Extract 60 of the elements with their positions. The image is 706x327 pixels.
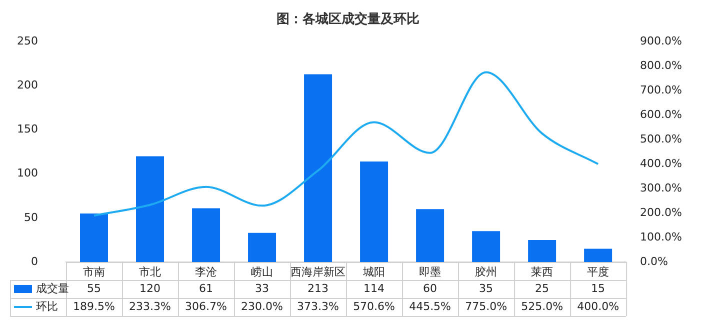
data-label: 189.5% — [73, 300, 115, 313]
y-tick-label: 250 — [17, 34, 38, 48]
data-label: 114 — [364, 282, 385, 295]
data-label: 445.5% — [409, 300, 452, 313]
x-tick-label: 崂山 — [251, 265, 274, 278]
line-series — [93, 71, 600, 217]
x-tick-label: 李沧 — [195, 265, 218, 278]
y-tick-label: 100 — [17, 166, 38, 180]
bar — [472, 231, 500, 262]
bar — [528, 240, 556, 262]
data-label: 306.7% — [185, 300, 227, 313]
chart-title: 图：各城区成交量及环比 — [276, 11, 420, 28]
y-tick-label: 50 — [24, 210, 38, 224]
data-label: 15 — [591, 282, 606, 295]
y2-tick-label: 900.0% — [640, 34, 682, 48]
y2-tick-label: 600.0% — [640, 108, 682, 121]
data-label: 35 — [479, 282, 494, 295]
y2-tick-label: 100.0% — [640, 230, 682, 244]
x-tick-label: 即墨 — [419, 265, 442, 278]
y2-tick-label: 700.0% — [640, 83, 682, 96]
y-tick-label: 200 — [17, 78, 38, 92]
y-tick-label: 0 — [31, 254, 38, 268]
x-tick-label: 城阳 — [362, 265, 386, 278]
y2-tick-label: 0.0% — [640, 254, 668, 268]
x-tick-label: 西海岸新区 — [290, 265, 346, 278]
data-label: 400.0% — [577, 300, 620, 313]
bar — [80, 214, 108, 262]
data-label: 60 — [423, 282, 438, 295]
x-tick-label: 市北 — [139, 265, 162, 278]
bar — [584, 248, 612, 262]
x-tick-label: 市南 — [83, 265, 106, 278]
legend-label: 成交量 — [36, 282, 69, 295]
bar — [360, 162, 388, 262]
bar — [304, 74, 332, 262]
y2-tick-label: 400.0% — [640, 156, 682, 170]
bar — [248, 232, 276, 262]
data-label: 61 — [199, 282, 214, 295]
data-label: 230.0% — [241, 300, 283, 313]
x-tick-label: 平度 — [587, 265, 610, 278]
y2-tick-label: 200.0% — [640, 206, 682, 219]
bar — [136, 156, 164, 262]
data-label: 55 — [87, 282, 102, 295]
data-label: 570.6% — [353, 300, 396, 313]
x-tick-label: 胶州 — [475, 265, 498, 278]
bar — [416, 209, 444, 262]
data-label: 373.3% — [297, 300, 339, 313]
y2-tick-label: 800.0% — [640, 58, 682, 72]
data-label: 213 — [308, 282, 329, 295]
data-label: 525.0% — [521, 300, 564, 313]
y2-tick-label: 300.0% — [640, 181, 682, 194]
data-label: 120 — [140, 282, 161, 295]
y2-tick-label: 500.0% — [640, 132, 682, 146]
data-label: 775.0% — [465, 300, 508, 313]
data-label: 233.3% — [129, 300, 171, 313]
legend-label: 环比 — [36, 300, 58, 313]
data-label: 33 — [255, 282, 270, 295]
y-tick-label: 150 — [17, 122, 38, 136]
bar — [192, 208, 220, 262]
x-tick-label: 莱西 — [531, 265, 554, 278]
data-label: 25 — [535, 282, 550, 295]
